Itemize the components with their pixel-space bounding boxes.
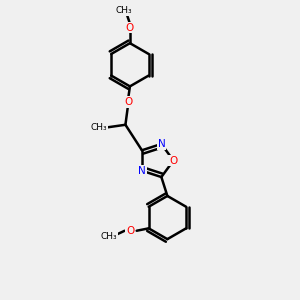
Text: CH₃: CH₃ (91, 123, 107, 132)
Text: O: O (124, 97, 133, 107)
Text: O: O (169, 155, 178, 166)
Text: O: O (126, 22, 134, 33)
Text: N: N (138, 166, 146, 176)
Text: O: O (126, 226, 134, 236)
Text: CH₃: CH₃ (115, 6, 132, 15)
Text: N: N (158, 139, 165, 149)
Text: CH₃: CH₃ (101, 232, 117, 241)
